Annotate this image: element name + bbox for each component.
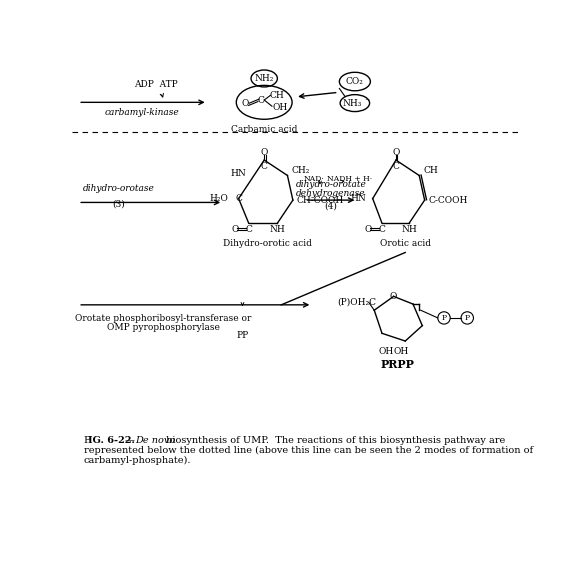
Text: C: C <box>392 162 399 171</box>
Text: dihydro-orotate: dihydro-orotate <box>295 180 366 190</box>
Text: O: O <box>390 292 397 301</box>
Text: dihydro-orotase: dihydro-orotase <box>82 184 154 193</box>
Text: HN: HN <box>351 194 366 203</box>
Text: NH: NH <box>401 225 417 234</box>
Text: C: C <box>245 225 252 234</box>
Text: O: O <box>231 225 238 234</box>
Text: Orotic acid: Orotic acid <box>380 239 431 248</box>
Text: OH: OH <box>272 103 287 112</box>
Text: ⁻: ⁻ <box>365 97 370 106</box>
Text: —: — <box>122 436 138 445</box>
Text: Carbamic acid: Carbamic acid <box>231 125 297 134</box>
Text: O: O <box>242 99 249 108</box>
Text: NH₃: NH₃ <box>343 99 362 108</box>
Text: F: F <box>84 436 90 445</box>
Text: dehydrogenase: dehydrogenase <box>296 189 366 198</box>
Text: (P)OH₂C: (P)OH₂C <box>338 298 377 307</box>
Text: (4): (4) <box>324 202 338 211</box>
Text: O: O <box>392 148 400 157</box>
Text: H₂O: H₂O <box>210 194 229 203</box>
Text: P: P <box>465 314 470 322</box>
Text: CH₂: CH₂ <box>291 166 310 175</box>
Text: carbamyl-kinase: carbamyl-kinase <box>104 108 179 117</box>
Text: OH: OH <box>394 346 409 355</box>
Text: C: C <box>261 162 268 171</box>
Text: O: O <box>365 225 372 234</box>
Text: OH: OH <box>378 346 393 355</box>
Text: PRPP: PRPP <box>381 359 415 369</box>
Text: Orotate phosphoribosyl-transferase or: Orotate phosphoribosyl-transferase or <box>75 314 252 323</box>
Text: PP: PP <box>236 331 249 340</box>
Text: CH: CH <box>270 91 285 100</box>
Text: represented below the dotted line (above this line can be seen the 2 modes of fo: represented below the dotted line (above… <box>84 446 533 455</box>
Text: O: O <box>260 148 268 157</box>
Text: CO₂: CO₂ <box>346 77 364 86</box>
Text: CH-COOH: CH-COOH <box>297 196 344 205</box>
Text: NADH + H·: NADH + H· <box>327 175 372 183</box>
Text: (3): (3) <box>112 200 125 209</box>
Text: NH₂: NH₂ <box>255 74 274 83</box>
Text: C: C <box>378 225 385 234</box>
Text: C-COOH: C-COOH <box>429 196 468 205</box>
Text: Dihydro-orotic acid: Dihydro-orotic acid <box>223 239 312 248</box>
Text: C: C <box>235 194 242 203</box>
Text: De novo: De novo <box>135 436 176 445</box>
Text: OMP pyrophosphorylase: OMP pyrophosphorylase <box>107 323 220 332</box>
Text: IG. 6-22.: IG. 6-22. <box>88 436 134 445</box>
Text: biosynthesis of UMP.  The reactions of this biosynthesis pathway are: biosynthesis of UMP. The reactions of th… <box>164 436 506 445</box>
Text: ADP  ATP: ADP ATP <box>134 80 177 89</box>
Text: NAD·: NAD· <box>304 175 324 183</box>
Text: P: P <box>441 314 446 322</box>
Text: HN: HN <box>230 169 247 178</box>
Text: carbamyl-phosphate).: carbamyl-phosphate). <box>84 456 191 465</box>
Text: CH: CH <box>423 166 438 175</box>
Text: NH: NH <box>270 225 285 234</box>
Text: C: C <box>257 95 264 104</box>
